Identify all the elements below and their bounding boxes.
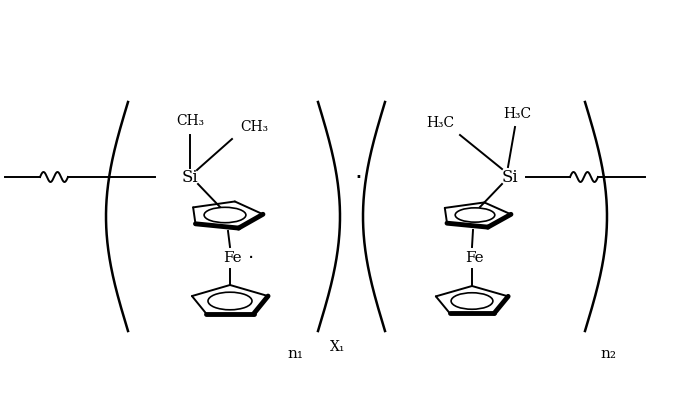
Text: H₃C: H₃C: [426, 116, 454, 130]
Text: H₃C: H₃C: [503, 107, 531, 121]
Text: ·: ·: [248, 248, 254, 267]
Text: Si: Si: [502, 169, 519, 186]
Text: n₁: n₁: [287, 346, 303, 360]
Text: Fe: Fe: [223, 250, 241, 264]
Text: CH₃: CH₃: [176, 114, 204, 128]
Text: CH₃: CH₃: [240, 120, 268, 134]
Text: X₁: X₁: [330, 339, 345, 353]
Text: ·: ·: [354, 166, 362, 190]
Text: n₂: n₂: [600, 346, 616, 360]
Text: Fe: Fe: [465, 250, 483, 264]
Text: Si: Si: [182, 169, 199, 186]
